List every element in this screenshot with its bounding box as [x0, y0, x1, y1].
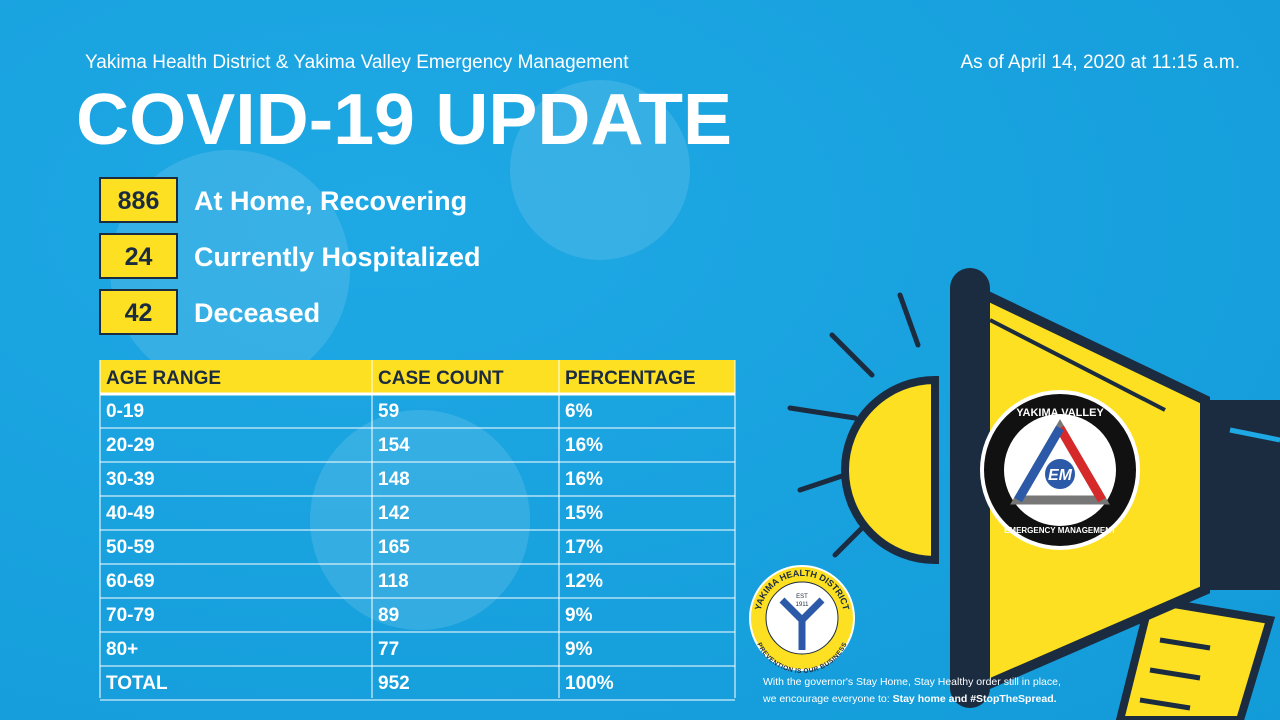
table-header-bg — [100, 360, 735, 394]
table-cell: 20-29 — [106, 435, 155, 456]
table-cell: 100% — [565, 673, 614, 694]
footer-line2-text: we encourage everyone to: — [762, 693, 890, 705]
stat-box — [99, 289, 178, 335]
table-cell: 70-79 — [106, 605, 155, 626]
table-cell: 17% — [565, 537, 603, 558]
em-top: YAKIMA VALLEY — [1016, 407, 1104, 419]
table-cell: 148 — [378, 469, 410, 490]
title: COVID-19 UPDATE — [76, 80, 732, 160]
stat-box — [99, 233, 178, 279]
em-center: EM — [1048, 467, 1073, 484]
table-cell: 118 — [378, 571, 409, 592]
table-cell: 9% — [565, 605, 593, 626]
table-cell: 80+ — [106, 639, 138, 660]
column-header: AGE RANGE — [106, 368, 221, 389]
table-cell: TOTAL — [106, 673, 168, 694]
table-cell: 15% — [565, 503, 603, 524]
table-cell: 59 — [378, 401, 399, 422]
table-cell: 60-69 — [106, 571, 155, 592]
em-base: PREPARE — [1046, 506, 1075, 512]
stat-value: 24 — [125, 243, 153, 271]
health-logo: EST 1911 YAKIMA HEALTH DISTRICT PREVENTI… — [749, 565, 855, 675]
table-cell: 16% — [565, 435, 603, 456]
em-bottom: EMERGENCY MANAGEMENT — [1004, 526, 1116, 535]
org-line: Yakima Health District & Yakima Valley E… — [85, 52, 629, 73]
table-cell: 30-39 — [106, 469, 155, 490]
stat-box — [99, 177, 178, 223]
column-header: PERCENTAGE — [565, 368, 696, 389]
stat-label: Currently Hospitalized — [194, 242, 481, 272]
year: 1911 — [796, 602, 810, 608]
date: As of April 14, 2020 at 11:15 a.m. — [960, 52, 1240, 73]
table-cell: 40-49 — [106, 503, 155, 524]
footer-line2: we encourage everyone to: Stay home and … — [762, 693, 1057, 705]
table-cell: 952 — [378, 673, 410, 694]
table-cell: 142 — [378, 503, 410, 524]
stat-value: 886 — [118, 187, 160, 215]
column-header: CASE COUNT — [378, 368, 504, 389]
table-cell: 89 — [378, 605, 399, 626]
stat-value: 42 — [125, 299, 153, 327]
table-cell: 50-59 — [106, 537, 155, 558]
stat-label: At Home, Recovering — [194, 186, 467, 216]
table-cell: 154 — [378, 435, 410, 456]
footer-emphasis: Stay home and #StopTheSpread. — [893, 693, 1057, 705]
table-cell: 165 — [378, 537, 410, 558]
table-cell: 77 — [378, 639, 399, 660]
est: EST — [796, 594, 808, 600]
table-cell: 0-19 — [106, 401, 144, 422]
age-table: AGE RANGE CASE COUNT PERCENTAGE 0-19 59 6% 20-… — [99, 360, 736, 701]
table-cell: 6% — [565, 401, 593, 422]
table-cell: 16% — [565, 469, 603, 490]
table-cell: 9% — [565, 639, 593, 660]
em-logo: EM YAKIMA VALLEY EMERGENCY MANAGEMENT RE… — [980, 390, 1140, 550]
stats: 886 At Home, Recovering 24 Currently Hospit… — [99, 177, 481, 335]
stat-label: Deceased — [194, 298, 320, 328]
table-cell: 12% — [565, 571, 603, 592]
footer-line1: With the governor's Stay Home, Stay Heal… — [763, 676, 1061, 688]
